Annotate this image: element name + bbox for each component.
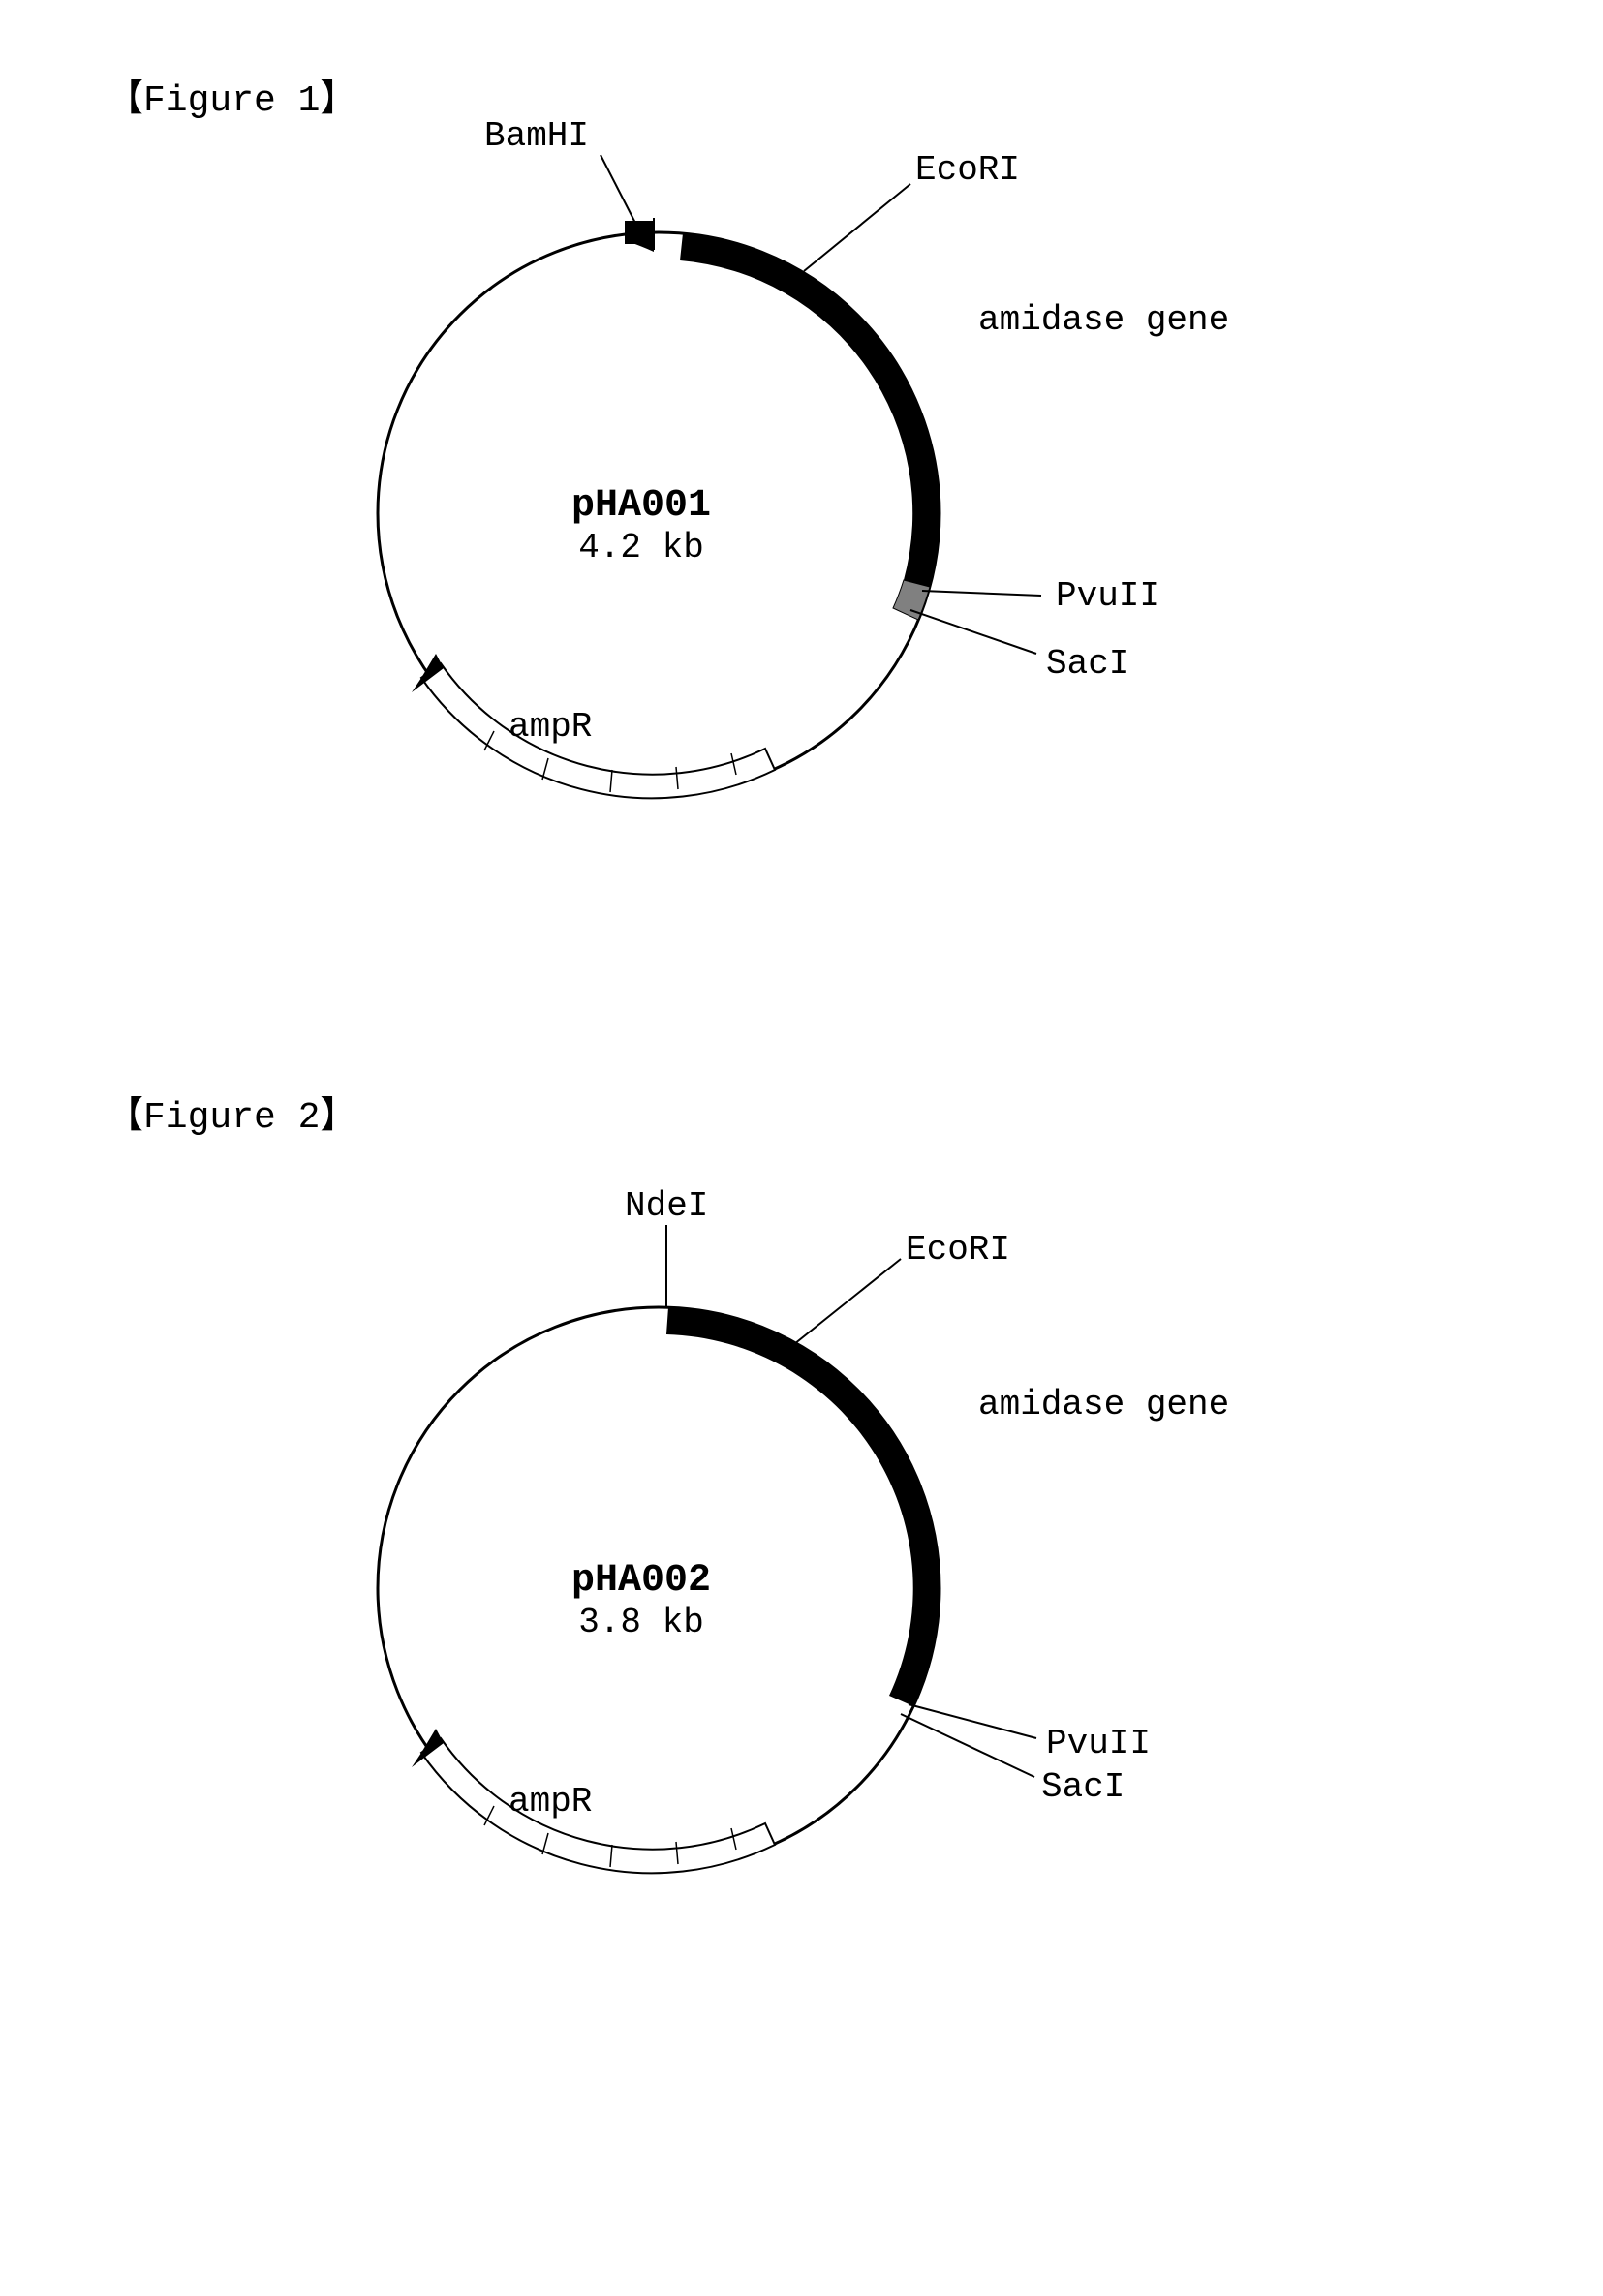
plasmid1-center: pHA001 4.2 kb [571,484,711,567]
amidase-arc1 [680,233,940,587]
amidase-label1: amidase gene [978,300,1229,340]
amidase-arc2 [666,1307,940,1706]
plasmid1-size: 4.2 kb [571,528,711,567]
pvuii-line2 [909,1704,1036,1738]
bamhi-marker [625,221,654,252]
figure1-plasmid: BamHI EcoRI amidase gene PvuII SacI ampR… [271,126,1046,901]
ecori-label1: EcoRI [915,150,1020,190]
amidase-label2: amidase gene [978,1385,1229,1424]
plasmid2-size: 3.8 kb [571,1603,711,1642]
ampr-marker1 [412,654,775,798]
bamhi-line [601,155,639,230]
ecori-label2: EcoRI [906,1230,1010,1270]
saci-marker [893,580,930,620]
ampr-marker2 [412,1729,775,1873]
pvuii-line [922,591,1041,596]
ampr-label2: ampR [509,1782,592,1821]
ampr-label1: ampR [509,707,592,747]
plasmid2-name: pHA002 [571,1559,711,1603]
pvuii-label1: PvuII [1056,576,1160,616]
figure2-label: 【Figure 2】 [107,1085,356,1139]
pvuii-label2: PvuII [1046,1724,1151,1763]
ecori-line2 [794,1259,901,1344]
ndei-label: NdeI [625,1186,708,1226]
saci-line2 [901,1714,1034,1777]
saci-label1: SacI [1046,644,1129,684]
plasmid2-center: pHA002 3.8 kb [571,1559,711,1642]
ecori-line [804,184,910,271]
saci-line [910,610,1036,654]
saci-label2: SacI [1041,1767,1125,1807]
figure2-plasmid: NdeI EcoRI amidase gene PvuII SacI ampR … [271,1201,1046,1975]
bamhi-label: BamHI [484,116,589,156]
plasmid1-name: pHA001 [571,484,711,528]
figure1-label: 【Figure 1】 [107,68,356,122]
